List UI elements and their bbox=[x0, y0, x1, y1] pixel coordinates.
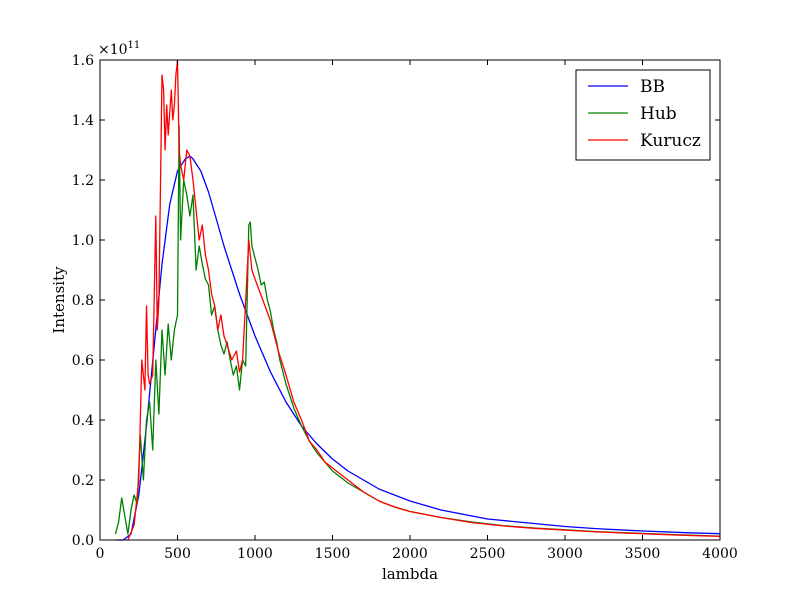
series-layer bbox=[114, 59, 721, 541]
y-tick-label: 1.2 bbox=[72, 173, 94, 189]
x-tick-label: 4000 bbox=[702, 546, 738, 562]
y-tick-label: 0.2 bbox=[72, 473, 94, 489]
y-tick-label: 1.0 bbox=[72, 233, 94, 249]
legend-box bbox=[575, 69, 711, 161]
x-tick-label: 2500 bbox=[470, 546, 506, 562]
legend: BB Hub Kurucz bbox=[575, 69, 711, 161]
x-tick-label: 3500 bbox=[625, 546, 661, 562]
y-tick-label: 1.6 bbox=[72, 53, 94, 69]
y-tick-label: 0.6 bbox=[72, 353, 94, 369]
y-multiplier: ×1011 bbox=[98, 40, 140, 58]
y-tick-label: 1.4 bbox=[72, 113, 94, 129]
legend-label-bb: BB bbox=[640, 77, 665, 97]
y-tick-label: 0.0 bbox=[72, 533, 94, 549]
series-line-kurucz bbox=[127, 59, 721, 541]
y-axis-label: Intensity bbox=[50, 266, 68, 334]
series-line-bb bbox=[115, 155, 721, 541]
x-tick-label: 500 bbox=[164, 546, 191, 562]
x-axis-label: lambda bbox=[382, 565, 438, 583]
legend-label-kurucz: Kurucz bbox=[640, 131, 701, 151]
x-tick-label: 0 bbox=[96, 546, 105, 562]
ticks-layer: 0 500 1000 1500 2000 2500 3000 3500 4000 0.0 0.2 0.… bbox=[72, 53, 738, 562]
y-tick-label: 0.8 bbox=[72, 293, 94, 309]
x-tick-label: 1000 bbox=[237, 546, 273, 562]
legend-label-hub: Hub bbox=[640, 104, 677, 124]
y-multiplier-exponent: 11 bbox=[128, 40, 141, 51]
x-tick-label: 3000 bbox=[547, 546, 583, 562]
x-tick-label: 2000 bbox=[392, 546, 428, 562]
y-tick-label: 0.4 bbox=[72, 413, 94, 429]
x-tick-label: 1500 bbox=[315, 546, 351, 562]
